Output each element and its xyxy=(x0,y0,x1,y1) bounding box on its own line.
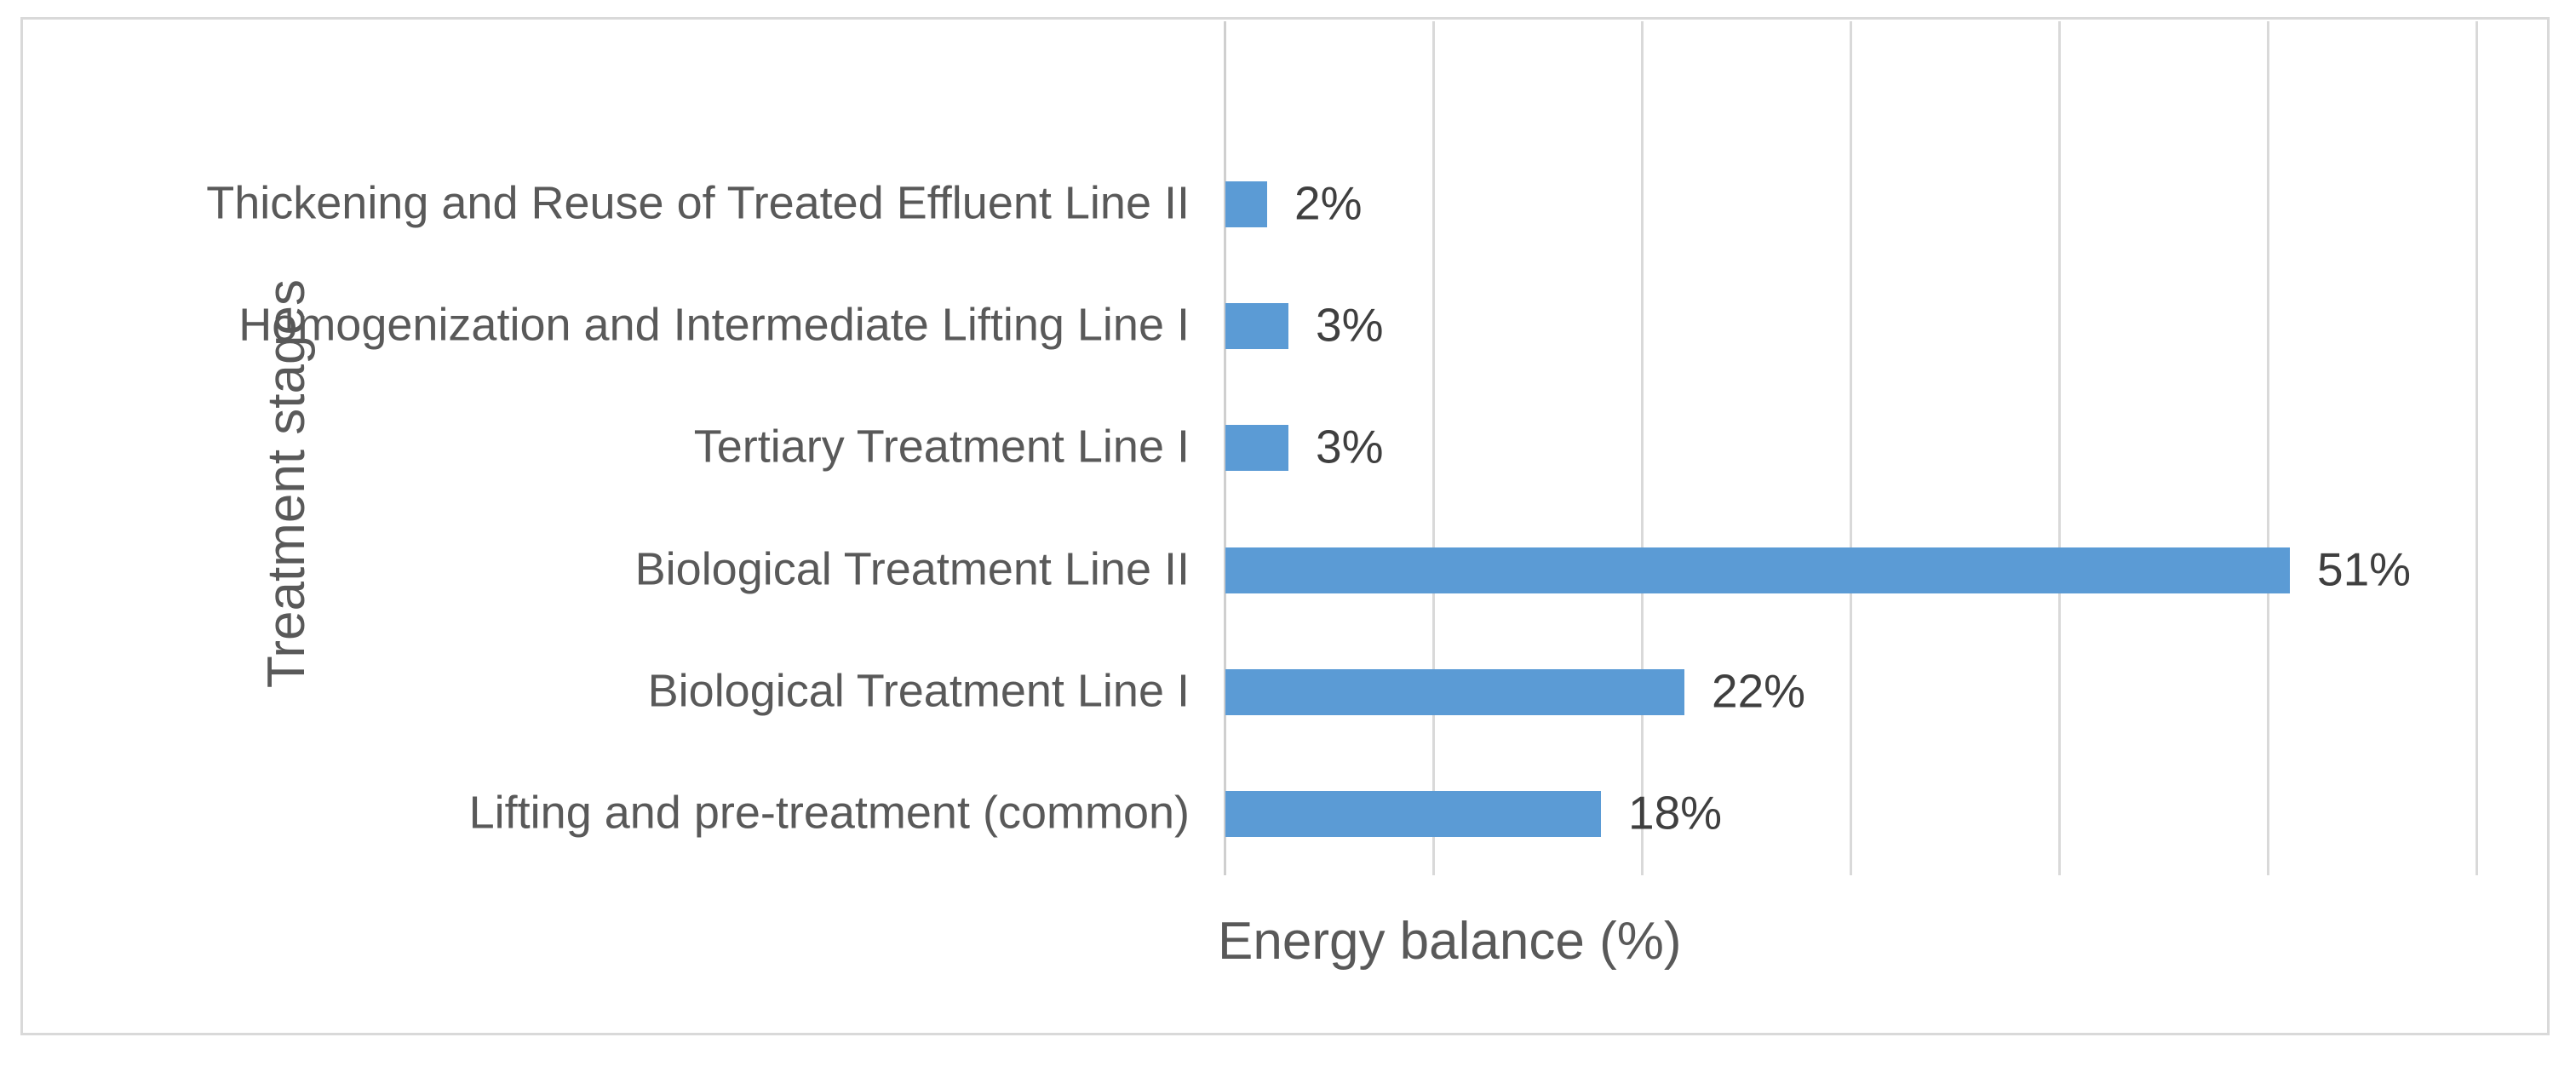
category-label: Tertiary Treatment Line I xyxy=(693,421,1190,473)
category-axis-line xyxy=(1224,21,1226,875)
gridline-30pct xyxy=(1850,21,1852,875)
gridline-20pct xyxy=(1641,21,1644,875)
bar xyxy=(1225,791,1601,837)
x-axis-title: Energy balance (%) xyxy=(1218,912,1682,971)
bar-value-label: 22% xyxy=(1712,664,1806,718)
bar-value-label: 3% xyxy=(1316,298,1384,352)
bar-value-label: 2% xyxy=(1294,176,1363,230)
bar-value-label: 18% xyxy=(1628,786,1723,840)
category-label: Biological Treatment Line I xyxy=(647,665,1190,717)
bar xyxy=(1225,547,2290,593)
bar-value-label: 51% xyxy=(2317,542,2412,596)
chart-border xyxy=(20,17,2550,1035)
gridline-60pct xyxy=(2476,21,2478,875)
bar xyxy=(1225,181,1267,227)
bar xyxy=(1225,425,1288,471)
gridline-10pct xyxy=(1432,21,1435,875)
bar xyxy=(1225,303,1288,349)
bar xyxy=(1225,669,1684,715)
category-label: Biological Treatment Line II xyxy=(634,543,1190,595)
gridline-50pct xyxy=(2267,21,2269,875)
category-label: Lifting and pre-treatment (common) xyxy=(468,787,1190,839)
category-label: Thickening and Reuse of Treated Effluent… xyxy=(206,177,1190,229)
gridline-40pct xyxy=(2058,21,2061,875)
category-label: Homogenization and Intermediate Lifting … xyxy=(238,299,1190,351)
bar-value-label: 3% xyxy=(1316,420,1384,473)
